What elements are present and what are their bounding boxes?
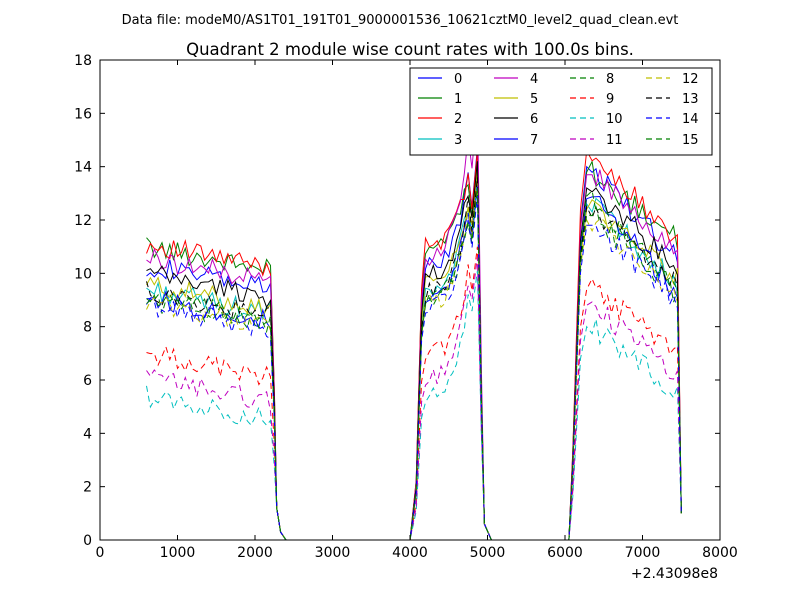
series-line-10 (146, 270, 682, 541)
series-line-3 (146, 177, 682, 541)
series-line-14 (146, 195, 682, 541)
legend-label-11: 11 (606, 133, 623, 148)
legend-label-5: 5 (530, 92, 538, 107)
y-tick-label: 10 (74, 266, 92, 282)
legend-frame (409, 67, 713, 156)
x-tick-label: 2000 (237, 545, 273, 561)
legend-label-14: 14 (682, 112, 699, 127)
series-line-11 (146, 257, 682, 541)
series-line-8 (146, 189, 682, 541)
chart-suptitle: Data file: modeM0/AS1T01_191T01_90000015… (122, 13, 679, 28)
x-offset-label: +2.43098e8 (631, 566, 718, 582)
y-tick-label: 16 (74, 106, 92, 122)
x-tick-label: 4000 (392, 545, 428, 561)
x-tick-label: 7000 (625, 545, 661, 561)
legend-label-12: 12 (682, 72, 699, 87)
x-tick-label: 3000 (315, 545, 351, 561)
x-tick-label: 8000 (702, 545, 738, 561)
legend-label-9: 9 (606, 92, 614, 107)
series-line-5 (146, 169, 682, 541)
series-line-4 (146, 102, 682, 541)
series-line-6 (146, 161, 682, 541)
legend-label-1: 1 (454, 92, 462, 107)
y-tick-label: 0 (83, 533, 92, 549)
series-line-1 (146, 158, 682, 541)
legend-label-4: 4 (530, 72, 538, 87)
series-line-15 (146, 187, 682, 541)
legend-label-0: 0 (454, 72, 462, 87)
y-tick-label: 8 (83, 320, 92, 336)
chart-title: Quadrant 2 module wise count rates with … (186, 40, 634, 59)
series-line-2 (146, 149, 682, 541)
x-tick-label: 1000 (160, 545, 196, 561)
x-tick-label: 5000 (470, 545, 506, 561)
legend-label-6: 6 (530, 112, 538, 127)
x-tick-label: 6000 (547, 545, 583, 561)
y-tick-label: 14 (74, 160, 92, 176)
y-tick-label: 12 (74, 213, 92, 229)
legend-label-10: 10 (606, 112, 623, 127)
series-line-9 (146, 246, 682, 541)
legend-label-3: 3 (454, 133, 462, 148)
legend-label-7: 7 (530, 133, 538, 148)
y-tick-label: 4 (83, 426, 92, 442)
series-line-12 (146, 182, 682, 541)
legend-label-15: 15 (682, 133, 699, 148)
y-tick-label: 2 (83, 480, 92, 496)
legend-label-2: 2 (454, 112, 462, 127)
axis-ticks: 0 1000 2000 3000 4000 5000 6000 7000 80000246810… (74, 53, 738, 561)
y-tick-label: 6 (83, 373, 92, 389)
plot-lines (146, 102, 682, 541)
series-line-13 (146, 177, 682, 541)
x-tick-label: 0 (96, 545, 105, 561)
y-tick-label: 18 (74, 53, 92, 69)
series-line-7 (146, 185, 682, 541)
legend-label-8: 8 (606, 72, 614, 87)
legend-label-13: 13 (682, 92, 699, 107)
